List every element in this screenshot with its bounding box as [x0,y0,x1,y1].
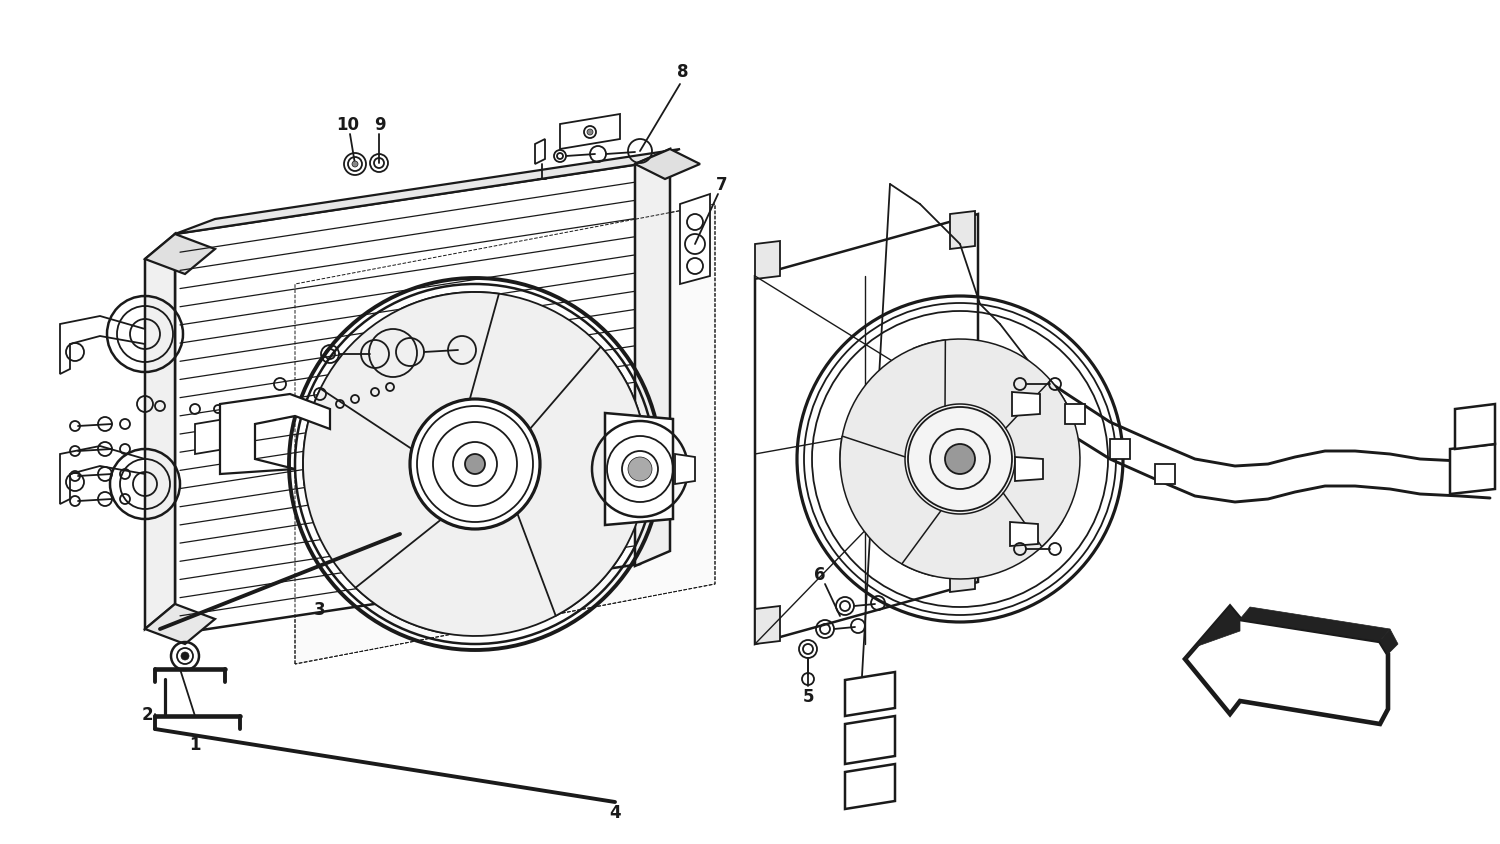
Polygon shape [844,764,895,809]
Circle shape [842,342,1078,577]
Text: 7: 7 [716,176,728,194]
Polygon shape [402,293,645,440]
Polygon shape [303,389,452,633]
Polygon shape [60,316,146,375]
Polygon shape [146,604,214,644]
Polygon shape [303,293,500,485]
Polygon shape [680,195,710,284]
Polygon shape [146,235,176,630]
Polygon shape [754,241,780,279]
Polygon shape [146,235,214,274]
Polygon shape [840,340,945,470]
Polygon shape [1240,608,1391,641]
Circle shape [945,445,975,474]
Polygon shape [536,140,544,165]
Text: 6: 6 [815,565,827,583]
Polygon shape [1380,630,1398,654]
Circle shape [352,162,358,168]
Polygon shape [1450,445,1496,495]
Polygon shape [1013,392,1040,416]
Polygon shape [176,165,640,634]
Text: 9: 9 [374,116,386,134]
Polygon shape [560,115,620,150]
Polygon shape [840,436,940,576]
Circle shape [465,454,484,474]
Polygon shape [950,555,975,592]
Polygon shape [754,606,780,644]
Polygon shape [914,339,1070,429]
Polygon shape [1004,381,1080,547]
Polygon shape [296,205,716,664]
Polygon shape [176,150,680,235]
Polygon shape [1455,404,1496,450]
Polygon shape [1016,457,1042,481]
Text: 10: 10 [336,116,360,134]
Polygon shape [950,212,975,250]
Text: 5: 5 [802,687,814,706]
Polygon shape [356,506,626,636]
Polygon shape [518,347,646,616]
Polygon shape [1110,440,1130,459]
Polygon shape [1010,522,1038,546]
Circle shape [628,457,652,481]
Polygon shape [220,394,330,474]
Polygon shape [604,414,674,525]
Text: 4: 4 [609,803,621,821]
Polygon shape [195,419,225,454]
Polygon shape [902,493,1064,579]
Polygon shape [844,717,895,764]
Polygon shape [1065,404,1084,425]
Polygon shape [1155,464,1174,484]
Text: 3: 3 [314,600,326,619]
Circle shape [182,652,189,660]
Text: 2: 2 [141,706,153,723]
Polygon shape [60,446,146,505]
Polygon shape [754,214,978,644]
Polygon shape [634,150,700,180]
Circle shape [586,130,592,136]
Circle shape [410,399,540,529]
Polygon shape [844,672,895,717]
Polygon shape [1185,608,1388,724]
Text: 1: 1 [189,735,201,753]
Polygon shape [675,454,694,484]
Text: 8: 8 [678,63,688,81]
Polygon shape [634,150,670,566]
Polygon shape [1185,608,1240,659]
